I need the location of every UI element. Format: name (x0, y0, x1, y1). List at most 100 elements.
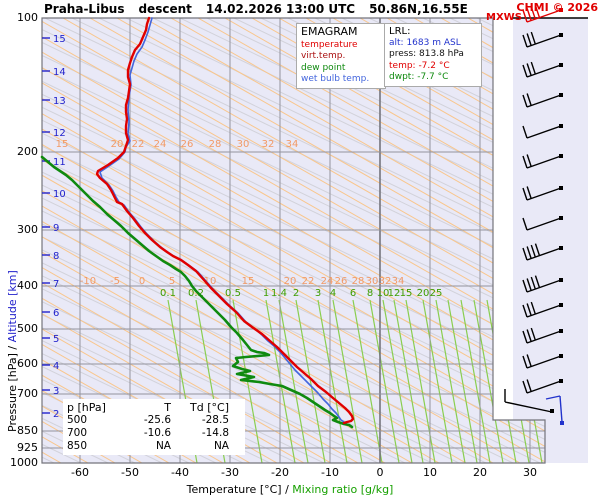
y-axis-title-pressure: Pressure [hPa] (6, 353, 19, 432)
lrl-title: LRL: (389, 26, 411, 37)
curve-temperature (95, 16, 355, 425)
mixing-ratio-label-value: 12 (388, 288, 401, 299)
temperature-tick-label: -60 (71, 466, 89, 479)
sounding-datetime: 14.02.2026 13:00 UTC (205, 2, 356, 16)
temperature-tick-label: -20 (271, 466, 289, 479)
wind-barb-icon (522, 61, 563, 78)
wind-barb-icon (522, 124, 563, 139)
y-axis-title: Pressure [hPa] / Altitude [km] (6, 132, 19, 432)
pressure-tick-label: 700 (17, 387, 38, 400)
station-coords: 50.86N,16.55E (369, 2, 468, 16)
station-name: Praha-Libus (44, 2, 125, 16)
mixing-ratio-label-value: 20 (417, 288, 430, 299)
mixing-ratio-label-value: 0.5 (225, 288, 241, 299)
temperature-tick-label: 30 (523, 466, 537, 479)
altitude-tick-label: 11 (53, 157, 66, 168)
adiabat-label-lower-value: 0 (139, 276, 145, 287)
legend-item: dew point (301, 62, 346, 73)
sounding-table-header: p [hPa] T Td [°C] (67, 401, 241, 414)
adiabat-label-upper-value: 34 (286, 139, 299, 150)
mixing-ratio-label-value: 6 (350, 288, 356, 299)
x-axis-title-separator: / (281, 483, 293, 496)
copyright-label: CHMI © 2026 (516, 1, 598, 14)
wind-barb-icon (522, 31, 563, 48)
curve-dew-point (40, 155, 354, 429)
adiabat-label-lower-value: -10 (80, 276, 96, 287)
adiabat-label-lower-value: 24 (321, 276, 334, 287)
adiabat-label-upper-value: 15 (56, 139, 69, 150)
y-axis-title-altitude: Altitude [km] (6, 270, 19, 343)
temperature-tick-label: 20 (473, 466, 487, 479)
adiabat-label-lower-value: 26 (335, 276, 348, 287)
adiabat-label-lower-value: 5 (169, 276, 175, 287)
altitude-tick-label: 3 (53, 386, 59, 397)
x-axis-title-mixing-ratio: Mixing ratio [g/kg] (292, 483, 394, 496)
wind-barb-icon (522, 186, 563, 201)
altitude-tick-label: 4 (53, 361, 59, 372)
adiabat-label-upper-value: 24 (154, 139, 167, 150)
table-cell: NA (155, 440, 171, 452)
x-axis-title: Temperature [°C] / Mixing ratio [g/kg] (150, 483, 430, 496)
mixing-ratio-label-value: 8 (367, 288, 373, 299)
temperature-tick-label: 10 (423, 466, 437, 479)
altitude-tick-label: 13 (53, 96, 66, 107)
legend-box: EMAGRAM temperature virt.temp. dew point we… (296, 23, 386, 89)
table-cell: -25.6 (143, 414, 171, 426)
gridlines (41, 17, 588, 464)
temperature-tick-label: 0 (376, 466, 384, 479)
mixing-ratio-label-value: 15 (400, 288, 413, 299)
lrl-lines: alt: 1683 m ASL press: 813.8 hPa temp: -7.… (389, 38, 477, 84)
altitude-tick-label: 6 (53, 308, 59, 319)
adiabat-label-upper-value: 20 (111, 139, 124, 150)
adiabat-label-lower-value: 32 (379, 276, 392, 287)
mixing-ratio-label-value: 1 (263, 288, 269, 299)
table-cell: 700 (67, 427, 88, 439)
wind-barb-icon (522, 275, 563, 293)
table-cell: 500 (67, 414, 88, 426)
altitude-tick-label: 12 (53, 128, 66, 139)
table-cell: -14.8 (201, 427, 229, 439)
pressure-tick-label: 200 (17, 145, 38, 158)
pressure-tick-label: 1000 (10, 456, 38, 469)
table-cell: -10.6 (143, 427, 171, 439)
surface-wind-barb (504, 389, 554, 413)
wind-barb-icon (522, 354, 563, 369)
adiabat-label-lower-value: 20 (284, 276, 297, 287)
legend-item: wet bulb temp. (301, 74, 370, 84)
mixing-ratio-label-value: 2 (293, 288, 299, 299)
altitude-tick-label: 14 (53, 67, 66, 78)
table-cell: NA (213, 440, 229, 452)
pressure-tick-label: 925 (17, 441, 38, 454)
table-cell: 850 (67, 440, 88, 452)
adiabat-label-lower-value: 30 (366, 276, 379, 287)
table-row: 700 -10.6 -14.8 (67, 427, 241, 440)
pressure-tick-label: 600 (17, 357, 38, 370)
wind-barb-icon (522, 379, 563, 394)
altitude-tick-label: 2 (53, 409, 59, 420)
wind-barb-icon (522, 154, 563, 169)
lrl-line: alt: 1683 m ASL (389, 37, 461, 48)
altitude-tick-label: 10 (53, 189, 66, 200)
lrl-line: dwpt: -7.7 °C (389, 72, 449, 82)
altitude-tick-label: 8 (53, 251, 59, 262)
mixing-ratio-label-value: 4 (330, 288, 336, 299)
mixing-ratio-label-value: 1.4 (271, 288, 287, 299)
wind-barb-icon (522, 93, 563, 108)
pressure-tick-label: 850 (17, 424, 38, 437)
adiabat-label-lower-value: 15 (242, 276, 255, 287)
surface-wind-barb-blue (545, 395, 564, 425)
legend-item: virt.temp. (301, 51, 346, 61)
adiabat-label-upper-value: 26 (181, 139, 194, 150)
wind-barb-icon (522, 301, 563, 318)
altitude-tick-label: 9 (53, 223, 59, 234)
legend-title: EMAGRAM (301, 25, 358, 38)
adiabat-label-lower-value: 22 (302, 276, 315, 287)
mixing-ratio-label-value: 0.2 (188, 288, 204, 299)
pressure-tick-label: 300 (17, 223, 38, 236)
sounding-table: p [hPa] T Td [°C] 500 -25.6 -28.5 700 -10.6 -14.… (63, 399, 245, 455)
mixing-ratio-label-value: 10 (377, 288, 390, 299)
temperature-tick-label: -30 (221, 466, 239, 479)
legend-items: temperature virt.temp. dew point wet bulb t… (301, 40, 381, 86)
